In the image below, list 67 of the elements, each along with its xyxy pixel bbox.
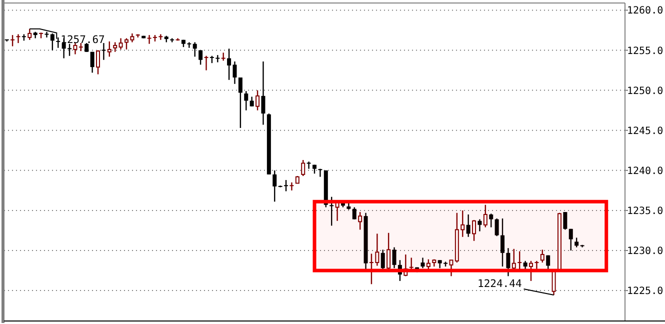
y-tick-label: 1245.0 xyxy=(627,126,664,137)
candlestick xyxy=(506,248,510,277)
candlestick xyxy=(238,76,242,129)
candlestick xyxy=(568,228,573,252)
candlestick xyxy=(261,60,266,126)
candlestick xyxy=(483,204,488,228)
candlestick xyxy=(192,42,197,58)
candlestick xyxy=(204,55,208,71)
candlestick xyxy=(409,257,414,270)
annotation: 1224.44 xyxy=(478,278,522,290)
candlestick xyxy=(392,246,396,269)
candlestick xyxy=(352,206,356,220)
candlestick xyxy=(512,248,516,272)
candlestick xyxy=(552,270,556,296)
candlestick xyxy=(256,90,260,111)
candlestick xyxy=(284,179,288,192)
candlestick xyxy=(306,161,311,170)
candlestick xyxy=(96,50,100,75)
candlestick xyxy=(500,218,505,268)
candlestick xyxy=(540,249,544,264)
candlestick xyxy=(158,34,163,40)
y-tick-label: 1240.0 xyxy=(627,166,664,177)
candlestick xyxy=(404,254,408,277)
candlestick xyxy=(118,38,123,50)
candlestick xyxy=(16,34,20,44)
candlestick xyxy=(290,182,294,192)
y-tick-label: 1230.0 xyxy=(627,246,664,258)
candlestick xyxy=(318,168,322,178)
candlestick xyxy=(73,42,78,55)
candlestick xyxy=(102,42,106,60)
annotation: 1257.67 xyxy=(60,34,105,46)
candlestick xyxy=(472,219,476,242)
candlestick xyxy=(335,201,340,222)
y-tick-label: 1235.0 xyxy=(627,206,664,217)
candlestick xyxy=(107,40,112,58)
candlestick xyxy=(90,51,94,74)
candlestick xyxy=(198,50,203,66)
candlestick xyxy=(386,232,391,270)
candlestick xyxy=(478,218,482,232)
candlestick xyxy=(518,250,522,270)
candlestick xyxy=(563,211,568,230)
candlestick xyxy=(221,52,226,62)
y-tick-label: 1260.0 xyxy=(627,6,664,17)
y-tick-label: 1250.0 xyxy=(627,86,664,97)
candlestick xyxy=(466,214,470,238)
candlestick xyxy=(489,213,494,228)
candlestick xyxy=(113,42,118,52)
y-tick-label: 1225.0 xyxy=(627,286,664,298)
candlestick xyxy=(28,28,32,40)
candlestick xyxy=(10,34,15,47)
candlestick xyxy=(534,260,539,270)
candlestick xyxy=(272,170,277,202)
candlestick xyxy=(398,260,402,282)
candlestick xyxy=(380,249,385,272)
candlestick xyxy=(330,196,334,226)
candlestick xyxy=(426,258,430,272)
candlestick xyxy=(244,90,248,111)
candlestick xyxy=(301,159,306,177)
candlestick xyxy=(449,260,454,277)
candlestick xyxy=(574,237,579,248)
candlestick xyxy=(546,254,550,272)
candlestick xyxy=(528,260,533,282)
candlestick xyxy=(420,257,425,269)
candlestick xyxy=(250,96,254,107)
y-tick-label: 1255.0 xyxy=(627,46,664,57)
candlestick xyxy=(358,211,362,230)
candlestick xyxy=(494,218,499,237)
